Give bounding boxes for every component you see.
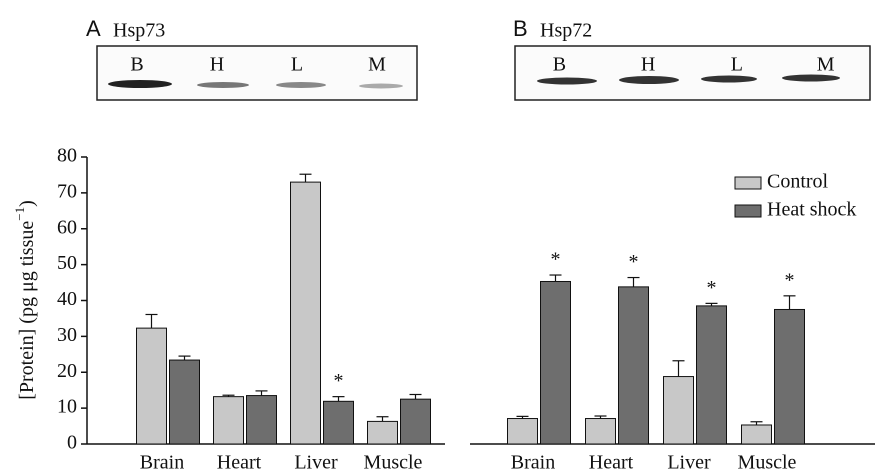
figure: A Hsp73 B Hsp72 [Protein] (pg μg tissue−… — [0, 0, 887, 474]
legend-swatch — [735, 205, 761, 217]
y-tick-label: 10 — [57, 396, 77, 418]
protein-label: Hsp72 — [540, 20, 592, 42]
x-tick-label: Heart — [589, 452, 634, 474]
bar — [401, 399, 431, 444]
bar — [508, 419, 538, 444]
x-tick-label: Muscle — [738, 452, 797, 474]
y-axis-title-sup: −1 — [12, 207, 27, 221]
bar — [170, 360, 200, 444]
significance-mark: * — [785, 269, 795, 291]
bar — [324, 401, 354, 444]
protein-label: Hsp73 — [113, 20, 165, 42]
bar — [214, 397, 244, 444]
x-tick-label: Heart — [217, 452, 262, 474]
y-axis-title: [Protein] (pg μg tissue−1) — [12, 200, 38, 400]
legend-swatch — [735, 177, 761, 189]
y-tick-label: 50 — [57, 252, 77, 274]
legend-label: Control — [767, 171, 829, 193]
significance-mark: * — [629, 251, 639, 273]
lane-label: L — [291, 54, 303, 76]
y-tick-label: 60 — [57, 216, 77, 238]
x-tick-label: Brain — [140, 452, 184, 474]
x-tick-label: Muscle — [364, 452, 423, 474]
lane-label: B — [553, 54, 566, 76]
significance-mark: * — [707, 277, 717, 299]
y-axis-title-end: ) — [16, 200, 38, 207]
lane-label: H — [210, 54, 224, 76]
lane-label: B — [130, 54, 143, 76]
x-tick-label: Liver — [667, 452, 711, 474]
significance-mark: * — [551, 249, 561, 271]
bar — [697, 306, 727, 444]
lane-label: M — [817, 54, 835, 76]
legend-label: Heat shock — [767, 199, 856, 221]
y-tick-label: 0 — [67, 432, 77, 454]
y-tick-label: 40 — [57, 288, 77, 310]
bar — [541, 281, 571, 444]
x-tick-label: Brain — [511, 452, 555, 474]
bar — [137, 328, 167, 444]
bar — [775, 309, 805, 444]
y-tick-label: 70 — [57, 180, 77, 202]
bar — [368, 421, 398, 444]
panel-letter: B — [513, 16, 528, 41]
lane-label: H — [641, 54, 655, 76]
bar — [586, 419, 616, 444]
x-tick-label: Liver — [294, 452, 338, 474]
lane-label: L — [731, 54, 743, 76]
bar — [664, 377, 694, 444]
significance-mark: * — [334, 370, 344, 392]
bar — [247, 396, 277, 444]
lane-label: M — [368, 54, 386, 76]
y-tick-label: 80 — [57, 145, 77, 167]
y-axis-title-main: [Protein] (pg μg tissue — [16, 221, 38, 400]
bar — [742, 425, 772, 444]
y-tick-label: 20 — [57, 360, 77, 382]
bar — [291, 182, 321, 444]
bar — [619, 287, 649, 444]
panel-letter: A — [86, 16, 101, 41]
y-tick-label: 30 — [57, 324, 77, 346]
